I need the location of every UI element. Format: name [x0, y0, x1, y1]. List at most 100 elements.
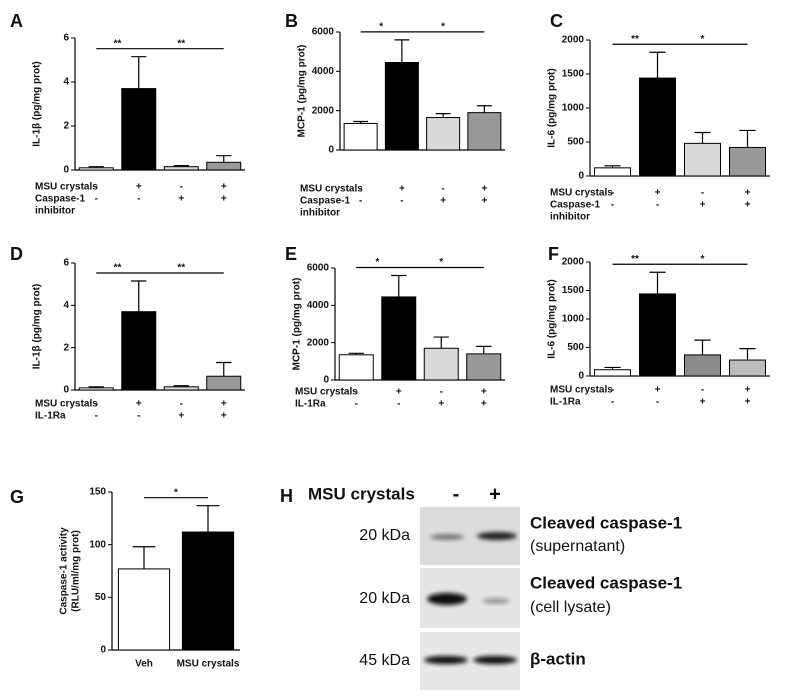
bar: [684, 142, 721, 177]
y-axis-label: IL-6 (pg/mg prot): [547, 68, 558, 147]
error-bar: [196, 505, 220, 533]
y-tick-label: 1000: [562, 314, 585, 325]
error-bar: [649, 271, 666, 294]
condition-sign: -: [656, 200, 659, 211]
significance-label: **: [177, 263, 185, 274]
condition-sign: -: [611, 188, 614, 199]
error-bar: [476, 105, 492, 113]
error-bar: [604, 165, 621, 168]
y-tick-label: 4: [63, 77, 69, 88]
condition-label: Caspase-1: [550, 200, 600, 211]
panel-letter: G: [10, 487, 24, 507]
blot-title: β-actin: [530, 649, 586, 668]
error-bar: [694, 131, 711, 144]
condition-label: MSU crystals: [295, 387, 358, 398]
size-label: 20 kDa: [359, 527, 410, 544]
y-axis-label: (RLU/ml/mg prot): [71, 530, 82, 612]
error-bar: [132, 546, 156, 569]
y-tick-label: 0: [100, 645, 106, 656]
band: [473, 656, 517, 664]
condition-sign: -: [611, 385, 614, 396]
band: [477, 532, 517, 540]
band: [482, 598, 510, 604]
y-tick-label: 2000: [562, 257, 585, 268]
band: [427, 593, 467, 605]
blot-subtitle: (supernatant): [530, 538, 625, 555]
bar: [594, 369, 631, 377]
condition-sign: -: [359, 184, 362, 195]
bar: [423, 347, 459, 381]
significance-label: *: [441, 22, 445, 33]
error-bar: [604, 366, 621, 370]
size-label: 45 kDa: [359, 652, 410, 669]
condition-sign: +: [700, 397, 706, 408]
bar: [343, 122, 378, 151]
error-bar: [476, 345, 492, 354]
lane-label: +: [489, 483, 501, 505]
significance-label: **: [114, 38, 122, 49]
condition-sign: +: [178, 194, 184, 205]
y-tick-label: 0: [323, 375, 329, 386]
panel-letter: C: [550, 11, 563, 31]
condition-sign: -: [95, 411, 98, 422]
y-tick-label: 150: [89, 487, 106, 498]
blot-title: Cleaved caspase-1: [530, 513, 682, 532]
y-tick-label: 0: [328, 145, 334, 156]
y-tick-label: 50: [95, 592, 107, 603]
error-bar: [88, 386, 104, 388]
error-bar: [348, 352, 364, 355]
significance-label: **: [177, 38, 185, 49]
condition-sign: -: [656, 397, 659, 408]
condition-label: MSU crystals: [300, 184, 363, 195]
condition-label: MSU crystals: [550, 385, 613, 396]
bar: [163, 386, 199, 391]
y-tick-label: 2: [63, 342, 69, 353]
condition-sign: -: [180, 182, 183, 193]
condition-label: Caspase-1: [300, 196, 350, 207]
condition-sign: +: [481, 399, 487, 410]
condition-sign: +: [745, 385, 751, 396]
condition-sign: -: [95, 182, 98, 193]
condition-sign: +: [136, 182, 142, 193]
condition-sign: -: [95, 399, 98, 410]
bar: [163, 166, 199, 171]
y-tick-label: 2000: [562, 35, 585, 46]
y-tick-label: 1000: [562, 103, 585, 114]
panel-letter: H: [280, 486, 293, 506]
condition-sign: -: [180, 399, 183, 410]
error-bar: [433, 336, 449, 349]
condition-label: Caspase-1: [35, 194, 85, 205]
bar: [466, 353, 502, 381]
condition-label: inhibitor: [300, 208, 340, 219]
y-tick-label: 2: [63, 121, 69, 132]
bar: [639, 293, 676, 377]
panel-h: H MSU crystals - + 20 kDa 20 kDa 45 kDa …: [280, 483, 682, 690]
significance-label: *: [701, 34, 705, 45]
condition-sign: +: [655, 385, 661, 396]
y-axis-label: MCP-1 (pg/mg prot): [297, 45, 308, 138]
condition-sign: +: [745, 200, 751, 211]
error-bar: [216, 361, 232, 377]
bar: [467, 112, 502, 151]
significance-label: **: [631, 34, 639, 45]
condition-sign: +: [221, 399, 227, 410]
panel-letter: D: [10, 244, 23, 264]
condition-sign: -: [441, 184, 444, 195]
condition-sign: +: [178, 411, 184, 422]
condition-sign: +: [481, 196, 487, 207]
bar: [78, 167, 114, 171]
error-bar: [739, 129, 756, 148]
y-tick-label: 0: [63, 385, 69, 396]
error-bar: [131, 56, 147, 89]
condition-sign: -: [440, 387, 443, 398]
bar: [639, 77, 676, 177]
y-tick-label: 0: [578, 171, 584, 182]
y-tick-label: 0: [63, 165, 69, 176]
bar: [684, 354, 721, 377]
condition-sign: -: [359, 196, 362, 207]
condition-sign: -: [137, 194, 140, 205]
y-tick-label: 2000: [307, 337, 330, 348]
significance-label: *: [439, 257, 443, 268]
